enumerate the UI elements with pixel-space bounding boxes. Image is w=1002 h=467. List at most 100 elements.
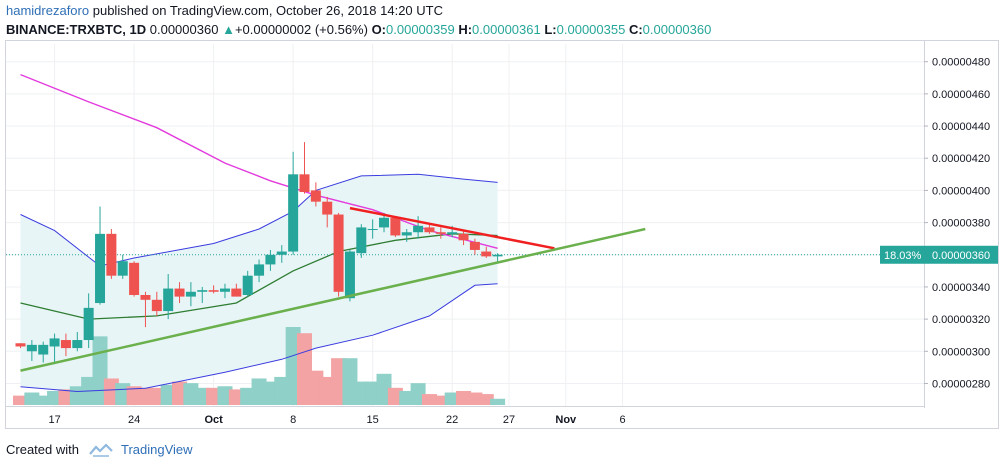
high-value: 0.00000361: [472, 22, 541, 37]
volume-bar: [149, 387, 165, 405]
candle-body: [299, 174, 310, 193]
last-price: 0.00000360: [149, 22, 219, 37]
volume-bar: [262, 381, 278, 405]
price-change: +0.00000002 (+0.56%): [234, 22, 368, 37]
candle-body: [129, 262, 140, 295]
candle-body: [83, 307, 94, 341]
x-tick-label: 15: [367, 414, 379, 426]
candle-body: [435, 232, 446, 234]
y-tick-label: 0.00000280: [932, 378, 990, 390]
tradingview-link[interactable]: TradingView: [120, 442, 193, 457]
volume-bar: [331, 358, 347, 405]
volume-bar: [285, 327, 301, 405]
candle-body: [254, 264, 265, 276]
candle-body: [49, 338, 60, 347]
volume-bar: [319, 376, 335, 405]
candle-body: [174, 288, 185, 297]
candle-body: [458, 233, 469, 241]
volume-bar: [297, 333, 312, 405]
created-with-text: Created with: [6, 442, 79, 457]
candle-body: [95, 233, 106, 304]
candle-body: [185, 291, 196, 297]
candle-body: [197, 290, 208, 292]
trendline-red: [349, 206, 555, 250]
volume-bar: [103, 378, 119, 405]
x-tick-label: 24: [128, 414, 140, 426]
y-tick-label: 0.00000420: [932, 153, 990, 165]
footer: Created with TradingView: [6, 441, 193, 459]
volume-bar: [251, 378, 267, 405]
price-badge-value: 0.00000360: [932, 250, 990, 262]
close-label: C:: [628, 22, 643, 37]
last-price-badge: 18.03% 0.00000360: [880, 245, 998, 264]
x-tick-label: 27: [503, 414, 515, 426]
y-tick-label: 0.00000400: [932, 185, 990, 197]
bollinger-lower-line: [20, 283, 498, 393]
candle-body: [492, 254, 503, 257]
price-badge-bg: [880, 245, 998, 264]
open-value: 0.00000359: [386, 22, 455, 37]
candle-body: [344, 251, 355, 299]
candle-body: [469, 241, 480, 250]
volume-bar: [353, 381, 369, 405]
volume-bar: [365, 381, 381, 405]
volume-bar: [206, 387, 222, 405]
candle-body: [265, 254, 276, 265]
candle-body: [447, 232, 458, 234]
candle-body: [276, 251, 287, 255]
candle-body: [38, 344, 49, 355]
author-link[interactable]: hamidrezaforo: [6, 3, 90, 18]
candle-body: [219, 288, 230, 292]
candle-body: [288, 174, 299, 252]
candle-body: [106, 233, 117, 276]
plot-area: [6, 73, 924, 405]
publish-info: hamidrezaforo published on TradingView.c…: [6, 3, 443, 19]
volume-bar: [478, 394, 494, 405]
y-tick-label: 0.00000440: [932, 121, 990, 133]
candle-body: [413, 225, 424, 233]
y-tick-label: 0.00000380: [932, 218, 990, 230]
volume-bars: [13, 327, 506, 405]
trendline-green: [20, 227, 646, 372]
volume-bar: [308, 370, 324, 405]
volume-bar: [35, 395, 51, 405]
volume-bar: [490, 398, 506, 405]
price-chart[interactable]: 0.00000480 0.00000460 0.00000440 0.00000420…: [0, 40, 1002, 436]
volume-bar: [240, 387, 256, 405]
candle-body: [208, 290, 219, 292]
volume-bar: [126, 386, 142, 405]
low-label: L:: [544, 22, 557, 37]
candle-body: [60, 340, 71, 349]
close-value: 0.00000360: [642, 22, 712, 37]
open-label: O:: [371, 22, 387, 37]
candle-body: [356, 227, 367, 254]
high-label: H:: [458, 22, 473, 37]
candle-body: [15, 343, 26, 347]
volume-bar: [183, 383, 199, 405]
volume-bar: [274, 376, 290, 405]
volume-bar: [228, 389, 244, 405]
volume-bar: [410, 383, 426, 405]
bollinger-upper-line: [20, 173, 498, 267]
volume-bar: [399, 390, 415, 405]
volume-bar: [376, 373, 392, 405]
candle-body: [333, 214, 344, 292]
volume-bar: [58, 389, 74, 405]
tradingview-logo-icon: [89, 443, 113, 457]
candle-body: [231, 288, 242, 297]
published-text: published on TradingView.com, October 26…: [92, 3, 443, 18]
y-tick-label: 0.00000480: [932, 57, 990, 69]
y-tick-label: 0.00000320: [932, 314, 990, 326]
candle-body: [310, 190, 321, 202]
symbol-info: BINANCE:TRXBTC, 1D 0.00000360 ▲+0.000000…: [6, 22, 711, 38]
candle-body: [322, 201, 333, 215]
bollinger-fill: [20, 174, 498, 392]
y-tick-label: 0.00000460: [932, 89, 990, 101]
volume-bar: [160, 384, 176, 405]
candle-body: [117, 261, 128, 276]
volume-bar: [421, 394, 437, 405]
volume-bar: [456, 390, 472, 405]
volume-bar: [137, 387, 153, 405]
volume-bar: [24, 392, 40, 405]
candle-body: [242, 275, 253, 295]
